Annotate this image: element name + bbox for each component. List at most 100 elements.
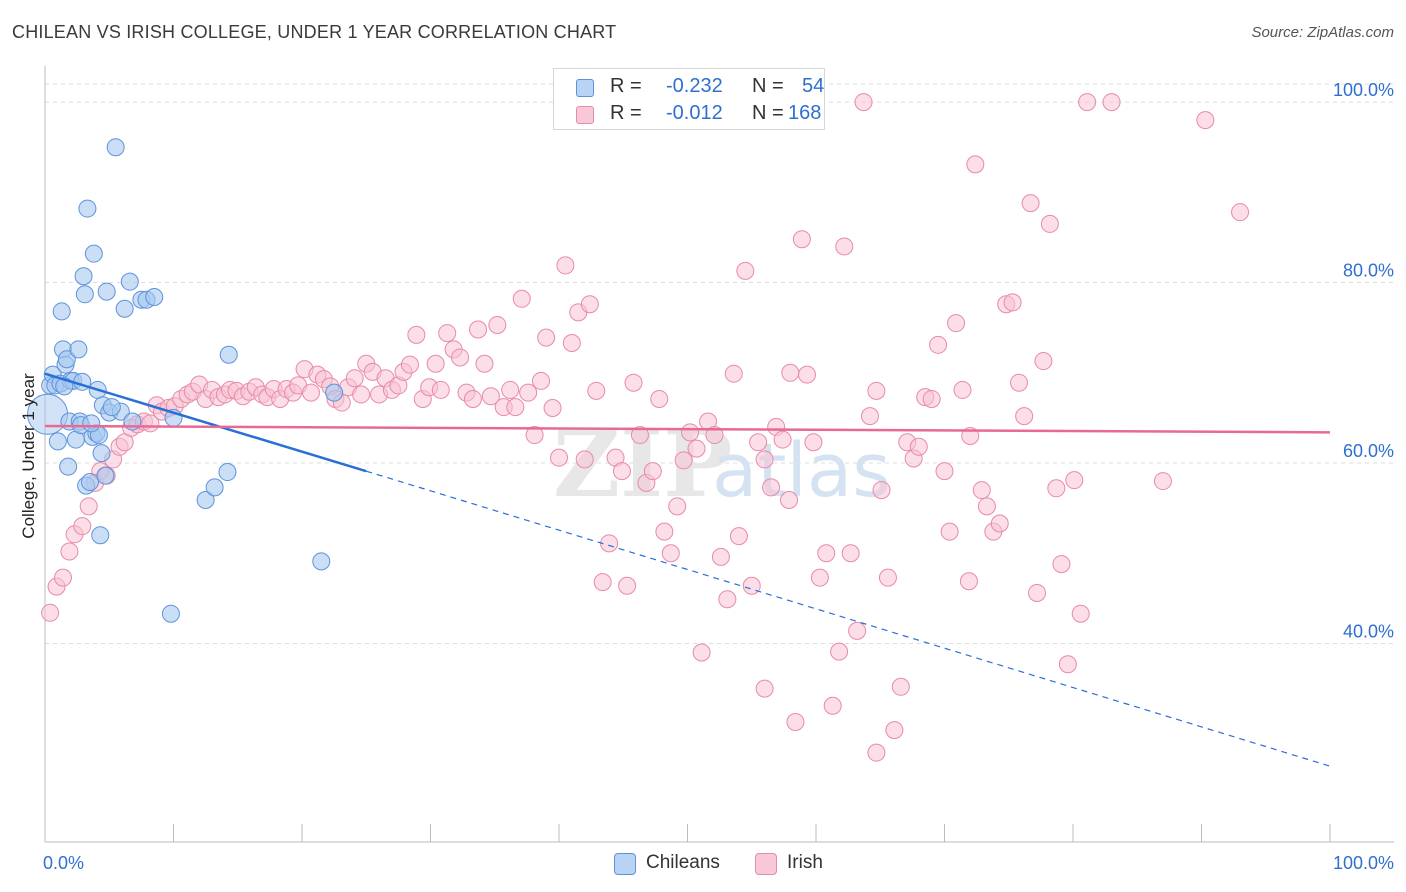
irish-point-115 (755, 450, 774, 469)
y-tick-label-80: 80.0% (1343, 261, 1394, 281)
irish-point-101 (668, 497, 687, 516)
irish-point-143 (929, 335, 948, 354)
irish-point-167 (1078, 93, 1097, 112)
irish-point-142 (922, 389, 941, 408)
y-tick-label-100: 100.0% (1333, 80, 1394, 100)
irish-point-104 (687, 439, 706, 458)
irish-point-127 (830, 642, 849, 661)
irish-point-158 (1021, 194, 1040, 213)
irish-point-100 (661, 544, 680, 563)
irish-point-77 (519, 383, 538, 402)
irish-point-131 (854, 93, 873, 112)
irish-point-121 (792, 230, 811, 249)
r-label: R = (610, 75, 642, 97)
chileans-point-44 (205, 478, 224, 497)
irish-point-112 (736, 261, 755, 280)
irish-point-144 (935, 462, 954, 481)
chileans-point-48 (325, 383, 344, 402)
y-tick-label-60: 60.0% (1343, 441, 1394, 461)
irish-point-134 (872, 481, 891, 500)
irish-point-147 (953, 380, 972, 399)
irish-point-105 (692, 643, 711, 662)
source-label: Source: ZipAtlas.com (1251, 24, 1394, 41)
irish-point-50 (352, 385, 371, 404)
irish-point-92 (612, 462, 631, 481)
irish-point-113 (742, 576, 761, 595)
irish-point-118 (773, 430, 792, 449)
y-tick-label-40: 40.0% (1343, 621, 1394, 641)
chileans-point-53 (102, 398, 121, 417)
irish-point-155 (1003, 293, 1022, 312)
irish-point-6 (79, 497, 98, 516)
irish-point-146 (947, 314, 966, 333)
y-axis-label: College, Under 1 year (19, 373, 38, 539)
irish-point-119 (780, 491, 799, 510)
irish-point-153 (990, 514, 1009, 533)
chileans-point-27 (91, 526, 110, 545)
irish-point-130 (848, 621, 867, 640)
chileans-point-52 (82, 414, 101, 433)
chileans-point-10 (59, 457, 78, 476)
irish-r-value: -0.012 (666, 102, 723, 124)
irish-point-42 (301, 383, 320, 402)
irish-point-66 (451, 348, 470, 367)
chileans-point-47 (312, 552, 331, 571)
irish-point-160 (1034, 352, 1053, 371)
irish-point-3 (60, 542, 79, 561)
chileans-point-41 (161, 604, 180, 623)
irish-point-63 (431, 380, 450, 399)
watermark-atlas: atlas (712, 428, 891, 514)
irish-point-64 (438, 324, 457, 343)
chileans-point-40 (145, 287, 164, 306)
x-tick-label-right: 100.0% (1333, 853, 1394, 873)
chileans-legend-swatch (614, 853, 636, 875)
trend-lines (44, 372, 1331, 767)
irish-point-108 (711, 547, 730, 566)
irish-point-84 (562, 334, 581, 353)
irish-point-99 (655, 522, 674, 541)
irish-point-157 (1015, 407, 1034, 426)
irish-point-145 (940, 522, 959, 541)
irish-point-68 (463, 389, 482, 408)
irish-point-164 (1058, 655, 1077, 674)
irish-point-126 (823, 696, 842, 715)
chileans-point-19 (75, 285, 94, 304)
irish-point-80 (537, 328, 556, 347)
irish-point-132 (860, 407, 879, 426)
irish-point-87 (580, 295, 599, 314)
irish-point-2 (53, 568, 72, 587)
irish-point-97 (643, 462, 662, 481)
irish-point-5 (73, 517, 92, 536)
chileans-point-31 (97, 282, 116, 301)
irish-point-72 (488, 315, 507, 334)
irish-point-111 (729, 527, 748, 546)
irish-legend-swatch (755, 853, 777, 875)
irish-point-78 (525, 426, 544, 445)
irish-legend-label: Irish (787, 852, 823, 873)
irish-point-71 (481, 387, 500, 406)
irish-point-93 (618, 576, 637, 595)
irish-point-151 (977, 497, 996, 516)
irish-point-76 (512, 289, 531, 308)
irish-point-169 (1153, 472, 1172, 491)
irish-point-109 (718, 590, 737, 609)
irish-point-83 (556, 256, 575, 275)
irish-point-125 (817, 544, 836, 563)
irish-point-172 (867, 381, 886, 400)
irish-point-133 (867, 743, 886, 762)
chileans-n-value: 54 (802, 75, 825, 97)
irish-point-81 (543, 398, 562, 417)
chileans-point-22 (80, 472, 99, 491)
x-tick-label-left: 0.0% (43, 853, 84, 873)
r-label: R = (610, 102, 642, 124)
chileans-trend-solid (44, 372, 367, 473)
irish-point-166 (1071, 604, 1090, 623)
irish-point-79 (532, 371, 551, 390)
chileans-point-33 (106, 138, 125, 157)
irish-point-162 (1047, 479, 1066, 498)
chart-title: CHILEAN VS IRISH COLLEGE, UNDER 1 YEAR C… (12, 22, 617, 42)
chileans-trend-dashed (366, 470, 1331, 767)
n-label: N = (752, 75, 784, 97)
chileans-point-24 (84, 244, 103, 263)
irish-trend (44, 424, 1331, 434)
